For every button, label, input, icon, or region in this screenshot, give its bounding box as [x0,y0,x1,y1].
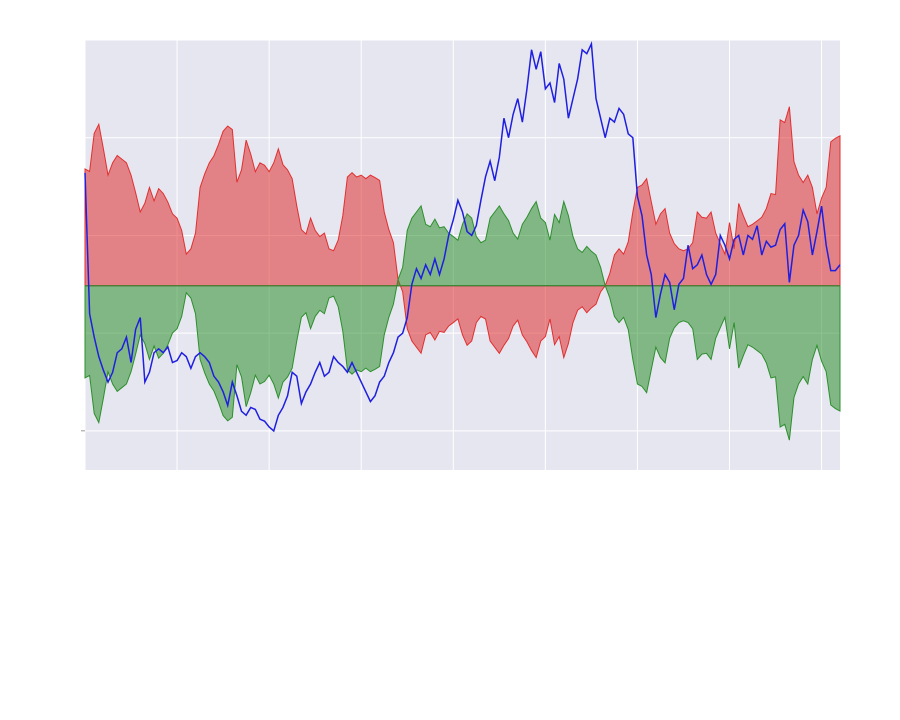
chart-container [10,10,900,710]
chart-svg [10,10,900,710]
